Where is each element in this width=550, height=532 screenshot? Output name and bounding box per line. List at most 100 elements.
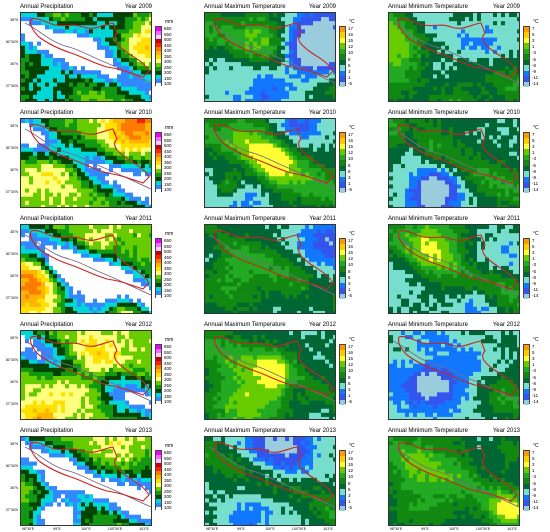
panel-year: Year 2009 [492, 4, 520, 10]
colorbar-segment [524, 160, 529, 167]
colorbar-tick-label: -3 [532, 368, 537, 374]
panel-precip-4: Annual Precipitation Year 2013 38°N 36°30'N… [0, 428, 182, 532]
panel-year: Year 2011 [125, 216, 152, 222]
region-boundary [397, 18, 518, 78]
colorbar-tick-label: 250 [164, 488, 172, 494]
colorbar-unit: mm [165, 231, 174, 237]
colorbar-tick-label: 250 [164, 170, 172, 176]
colorbar-segment [340, 483, 345, 490]
map-panel [388, 224, 520, 314]
colorbar-tick-label: 1 [348, 74, 351, 80]
colorbar-segment [524, 81, 529, 88]
colorbar-tick-label: 250 [164, 276, 172, 282]
panel-year: Year 2010 [492, 110, 520, 116]
colorbar-segment [156, 59, 161, 64]
region-boundary [29, 18, 150, 78]
colorbar-segment [524, 277, 529, 283]
panel-title: Annual Precipitation [20, 4, 74, 10]
colorbar [339, 238, 346, 300]
colorbar-tick-label: 6 [348, 380, 351, 386]
colorbar-segment [524, 54, 529, 61]
colorbar-segment [340, 277, 345, 283]
colorbar-segment [156, 287, 161, 292]
panel-title: Annual Maximum Temperature [204, 4, 286, 10]
colorbar-tick-label: 5 [532, 350, 535, 356]
map-panel [204, 118, 336, 208]
colorbar-segment [524, 143, 529, 150]
colorbar-segment [156, 55, 161, 60]
panel-title: Annual Precipitation [20, 110, 74, 116]
colorbar-tick-label: 17 [348, 450, 354, 455]
colorbar-tick-label: 10 [348, 262, 354, 268]
colorbar-segment [156, 71, 161, 76]
colorbar-tick-label: -11 [532, 180, 539, 186]
colorbar-segment [156, 173, 161, 178]
colorbar-segment [524, 355, 529, 362]
colorbar [155, 344, 162, 406]
colorbar-tick-label: 500 [164, 249, 172, 254]
colorbar-unit: °C [349, 125, 355, 131]
colorbar-tick-label: -5 [532, 480, 537, 486]
panel-year: Year 2012 [308, 322, 336, 328]
colorbar-unit: °C [349, 19, 355, 25]
panel-title: Annual Minimum Temperature [388, 428, 468, 434]
colorbar-segment [524, 500, 529, 506]
colorbar-tick-label: 12 [348, 44, 354, 50]
colorbar-segment [340, 32, 345, 39]
colorbar-segment [524, 149, 529, 156]
colorbar-segment [156, 79, 161, 84]
colorbar-tick-label: 500 [164, 461, 172, 466]
map-panel [388, 330, 520, 420]
colorbar-segment [156, 185, 161, 190]
colorbar-tick-label: -14 [532, 187, 539, 192]
lat-label: 36°30'N [5, 146, 18, 150]
lon-label: 100°E [81, 527, 91, 531]
colorbar [155, 450, 162, 512]
colorbar-tick-label: 650 [164, 26, 172, 31]
map-panel [388, 118, 520, 208]
colorbar-tick-label: 10 [348, 474, 354, 480]
colorbar-segment [156, 157, 161, 162]
colorbar-tick-label: -5 [532, 374, 537, 380]
colorbar-segment [340, 187, 345, 194]
colorbar-unit: °C [349, 231, 355, 237]
colorbar-segment [524, 154, 529, 161]
colorbar-tick-label: -5 [348, 399, 353, 404]
colorbar-segment [524, 483, 529, 490]
colorbar-segment [156, 177, 161, 182]
panel-year: Year 2013 [308, 428, 336, 434]
colorbar-segment [340, 43, 345, 50]
colorbar-segment [524, 260, 529, 267]
colorbar-tick-label: 450 [164, 148, 172, 154]
colorbar-segment [156, 239, 161, 244]
colorbar-segment [340, 500, 345, 506]
colorbar-segment [340, 361, 345, 368]
colorbar-tick-label: 100 [164, 293, 172, 298]
colorbar-segment [524, 48, 529, 55]
colorbar-tick-label: -8 [532, 380, 537, 386]
colorbar-segment [524, 288, 529, 294]
colorbar-tick-label: 7 [532, 132, 535, 137]
colorbar-segment [524, 361, 529, 368]
colorbar-unit: °C [349, 337, 355, 343]
panel-title: Annual Precipitation [20, 216, 74, 222]
colorbar-tick-label: 1 [348, 392, 351, 398]
colorbar-segment [524, 282, 529, 289]
colorbar-segment [156, 267, 161, 272]
panel-tmin-4: Annual Minimum Temperature Year 2013 98°30… [368, 428, 550, 532]
colorbar-tick-label: 550 [164, 31, 172, 37]
colorbar-tick-label: 250 [164, 382, 172, 388]
region-boundary [213, 442, 334, 502]
colorbar-segment [340, 239, 345, 245]
colorbar-segment [156, 27, 161, 32]
colorbar-segment [156, 393, 161, 398]
colorbar [523, 238, 530, 300]
panel-year: Year 2012 [124, 322, 152, 328]
map-raster [21, 331, 151, 419]
colorbar-segment [156, 263, 161, 268]
colorbar-segment [156, 153, 161, 158]
colorbar-tick-label: 350 [164, 371, 172, 377]
map-panel [20, 118, 152, 208]
colorbar-segment [340, 366, 345, 373]
colorbar-segment [156, 31, 161, 36]
